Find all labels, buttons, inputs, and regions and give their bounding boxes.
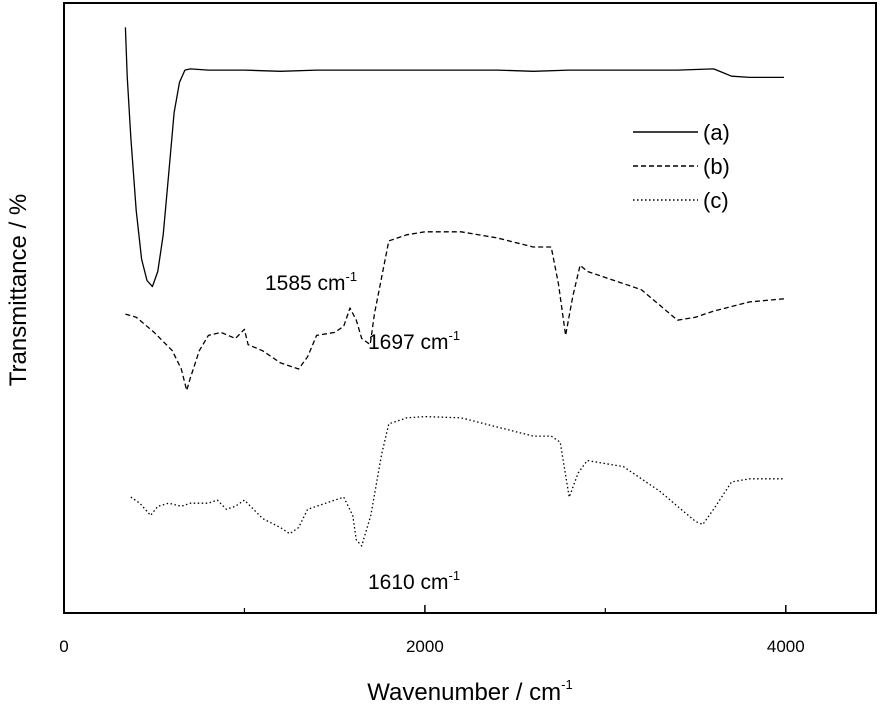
plot-frame bbox=[63, 2, 877, 614]
x-axis-ticks bbox=[63, 605, 787, 613]
annotation-1697-sup: -1 bbox=[449, 328, 461, 343]
legend: (a) (b) (c) bbox=[633, 120, 730, 213]
annotation-1585: 1585 cm-1 bbox=[265, 269, 357, 295]
series-lines bbox=[124, 27, 785, 547]
x-tick-label-1: 2000 bbox=[406, 637, 444, 656]
legend-label-c: (c) bbox=[703, 188, 729, 213]
legend-label-a: (a) bbox=[703, 120, 730, 145]
annotation-1697-text: 1697 cm bbox=[368, 331, 449, 354]
x-axis-title: Wavenumber / cm-1 bbox=[367, 677, 572, 706]
annotation-1697: 1697 cm-1 bbox=[368, 328, 460, 354]
x-tick-label-2: 4000 bbox=[767, 637, 805, 656]
annotation-1610: 1610 cm-1 bbox=[368, 568, 460, 594]
annotation-1585-sup: -1 bbox=[346, 269, 358, 284]
x-axis-tick-labels: 0 2000 4000 bbox=[59, 637, 804, 656]
series-line-a bbox=[124, 27, 784, 288]
x-tick-label-0: 0 bbox=[59, 637, 68, 656]
series-line-c bbox=[130, 415, 784, 547]
series-line-b bbox=[125, 231, 785, 392]
x-axis-title-sup: -1 bbox=[561, 677, 573, 692]
annotation-1610-sup: -1 bbox=[449, 568, 461, 583]
annotation-1610-text: 1610 cm bbox=[368, 571, 449, 594]
annotation-1585-text: 1585 cm bbox=[265, 272, 346, 295]
x-axis-title-text: Wavenumber / cm bbox=[367, 679, 561, 706]
legend-label-b: (b) bbox=[703, 154, 730, 179]
y-axis-title: Transmittance / % bbox=[5, 194, 32, 387]
